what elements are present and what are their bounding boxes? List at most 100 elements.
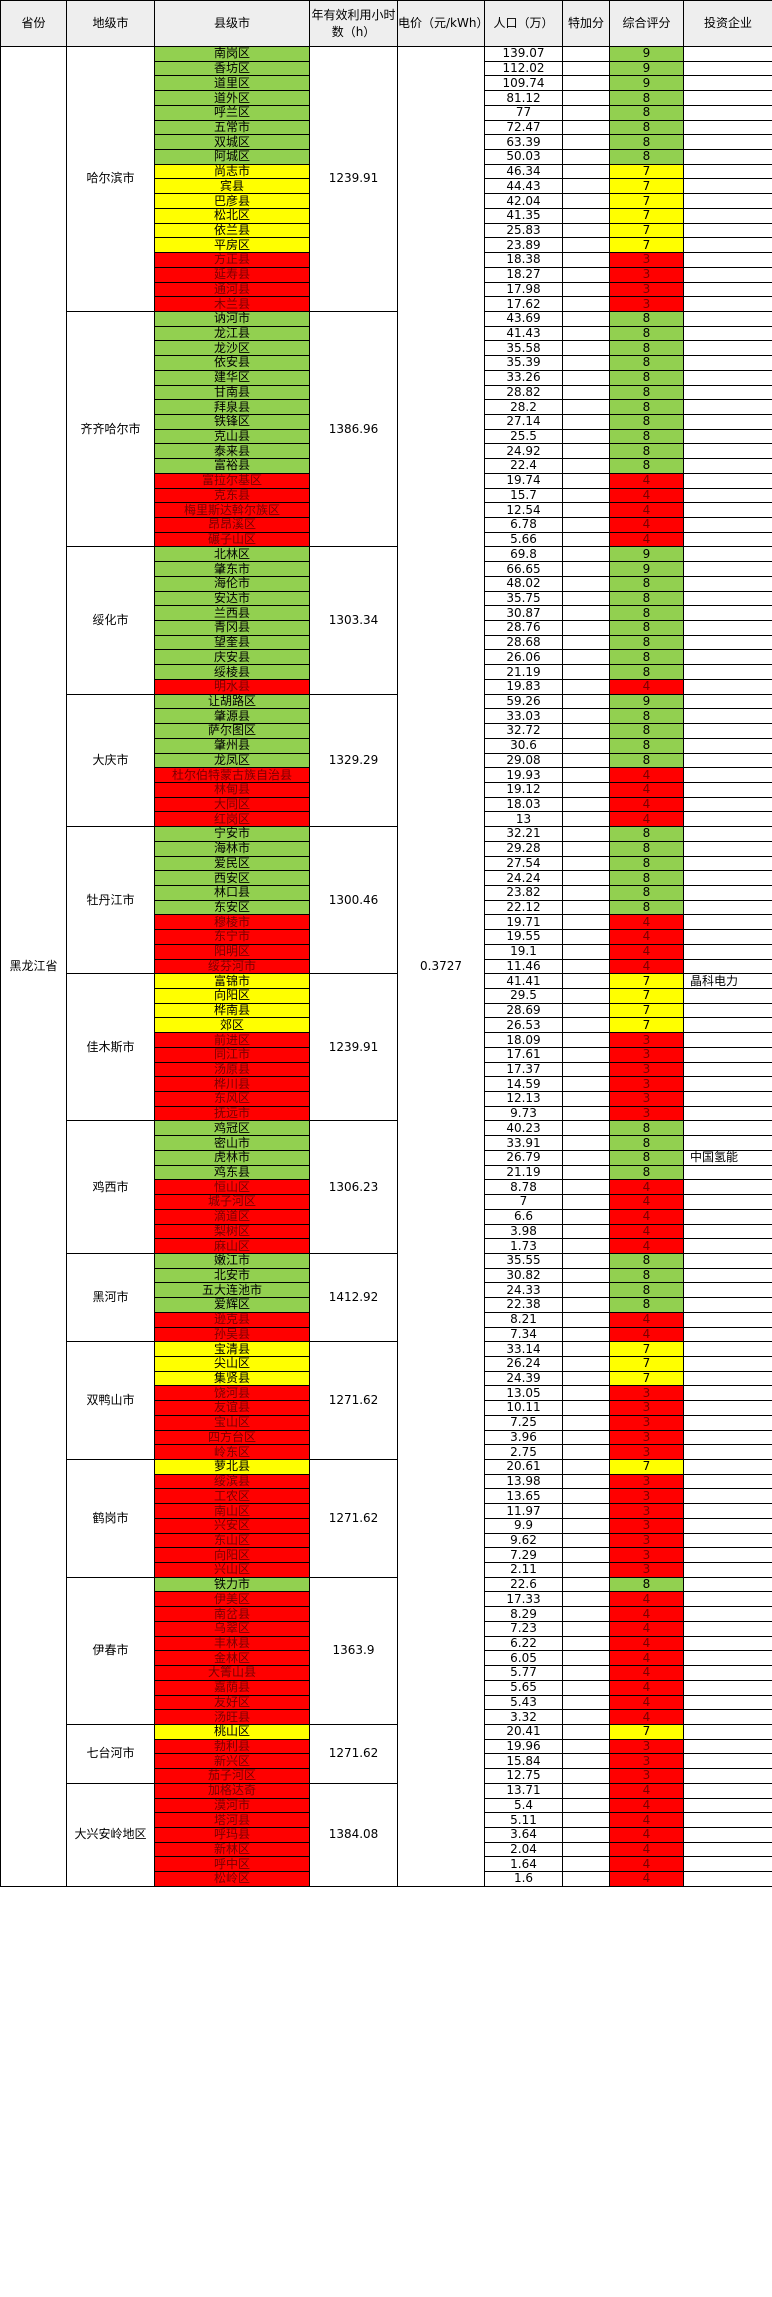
investor-cell <box>683 708 772 725</box>
investor-cell <box>683 1665 772 1681</box>
hours-cell: 1412.92 <box>309 1252 398 1343</box>
bonus-cell <box>562 1753 610 1770</box>
investor-cell <box>683 207 772 224</box>
county-cell: 宁安市 <box>154 826 310 842</box>
bonus-cell <box>562 1105 610 1122</box>
investor-cell <box>683 929 772 945</box>
investor-cell <box>683 443 772 460</box>
score-cell: 4 <box>609 1620 684 1637</box>
investor-cell <box>683 1355 772 1372</box>
table-row: 富拉尔基区 19.74 4 <box>1 472 772 489</box>
investor-cell <box>683 1620 772 1637</box>
score-cell: 9 <box>609 46 684 62</box>
investor-cell <box>683 1826 772 1843</box>
county-cell: 延寿县 <box>154 266 310 283</box>
population-cell: 5.66 <box>484 531 563 548</box>
investor-cell <box>683 546 772 563</box>
score-cell: 4 <box>609 958 684 975</box>
bonus-cell <box>562 1606 610 1622</box>
table-row: 昂昂溪区 6.78 4 <box>1 517 772 533</box>
county-cell: 南岗区 <box>154 46 310 62</box>
bonus-cell <box>562 1459 610 1475</box>
county-cell: 大箐山县 <box>154 1665 310 1681</box>
table-row: 克山县 25.5 8 <box>1 428 772 445</box>
table-row: 佳木斯市 富锦市 1239.91 41.41 7 晶科电力 <box>1 973 772 1122</box>
bonus-cell <box>562 1238 610 1254</box>
investor-cell <box>683 1532 772 1549</box>
population-cell: 28.68 <box>484 634 563 651</box>
score-cell: 4 <box>609 1606 684 1622</box>
table-row: 安达市 35.75 8 <box>1 590 772 607</box>
county-cell: 龙凤区 <box>154 752 310 769</box>
bonus-cell <box>562 693 610 710</box>
investor-cell <box>683 914 772 931</box>
bonus-cell <box>562 1194 610 1210</box>
population-cell: 18.27 <box>484 266 563 283</box>
county-cell: 松岭区 <box>154 1871 310 1887</box>
investor-cell <box>683 487 772 504</box>
table-body: 黑龙江省 哈尔滨市 南岗区 1239.91 0.3727 139.07 9 香坊区 112.02… <box>0 46 772 1887</box>
investor-cell <box>683 1812 772 1828</box>
population-cell: 18.38 <box>484 252 563 268</box>
county-cell: 爱辉区 <box>154 1297 310 1313</box>
bonus-cell <box>562 1768 610 1784</box>
county-cell: 丰林县 <box>154 1635 310 1652</box>
county-cell: 让胡路区 <box>154 693 310 710</box>
table-row: 香坊区 112.02 9 <box>1 60 772 77</box>
score-cell: 8 <box>609 1267 684 1284</box>
score-cell: 8 <box>609 752 684 769</box>
population-cell: 19.55 <box>484 929 563 945</box>
county-cell: 五大连池市 <box>154 1282 310 1299</box>
population-cell: 15.7 <box>484 487 563 504</box>
score-cell: 9 <box>609 546 684 563</box>
population-cell: 29.08 <box>484 752 563 769</box>
score-cell: 4 <box>609 796 684 813</box>
population-cell: 23.89 <box>484 237 563 254</box>
table-row: 林口县 23.82 8 <box>1 884 772 901</box>
investor-cell <box>683 1841 772 1858</box>
score-cell: 8 <box>609 605 684 622</box>
table-row: 绥化市 北林区 1303.34 69.8 9 <box>1 546 772 695</box>
score-cell: 4 <box>609 811 684 828</box>
county-cell: 西安区 <box>154 870 310 886</box>
county-cell: 海伦市 <box>154 575 310 592</box>
county-cell: 大同区 <box>154 796 310 813</box>
score-cell: 8 <box>609 1282 684 1299</box>
score-cell: 3 <box>609 281 684 298</box>
bonus-cell <box>562 634 610 651</box>
score-cell: 8 <box>609 855 684 872</box>
investor-cell <box>683 134 772 151</box>
population-cell: 66.65 <box>484 561 563 577</box>
bonus-cell <box>562 781 610 798</box>
county-cell: 绥棱县 <box>154 664 310 680</box>
investor-cell <box>683 723 772 739</box>
population-cell: 27.54 <box>484 855 563 872</box>
score-cell: 3 <box>609 1503 684 1519</box>
table-row: 东山区 9.62 3 <box>1 1532 772 1549</box>
bonus-cell <box>562 1311 610 1328</box>
score-cell: 8 <box>609 899 684 916</box>
county-cell: 明水县 <box>154 678 310 695</box>
bonus-cell <box>562 767 610 783</box>
table-row: 南岔县 8.29 4 <box>1 1606 772 1622</box>
header-province: 省份 <box>0 0 67 47</box>
population-cell: 8.21 <box>484 1311 563 1328</box>
investor-cell <box>683 60 772 77</box>
bonus-cell <box>562 1620 610 1637</box>
population-cell: 26.79 <box>484 1149 563 1166</box>
bonus-cell <box>562 1429 610 1446</box>
investor-cell <box>683 884 772 901</box>
investor-cell <box>683 1473 772 1490</box>
population-cell: 19.74 <box>484 472 563 489</box>
bonus-cell <box>562 90 610 106</box>
score-cell: 7 <box>609 973 684 989</box>
score-cell: 4 <box>609 1694 684 1711</box>
population-cell: 44.43 <box>484 178 563 195</box>
investor-cell <box>683 1459 772 1475</box>
table-row: 西安区 24.24 8 <box>1 870 772 886</box>
population-cell: 33.91 <box>484 1135 563 1151</box>
bonus-cell <box>562 1223 610 1240</box>
population-cell: 41.41 <box>484 973 563 989</box>
city-cell: 双鸭山市 <box>66 1341 155 1460</box>
score-cell: 3 <box>609 1532 684 1549</box>
